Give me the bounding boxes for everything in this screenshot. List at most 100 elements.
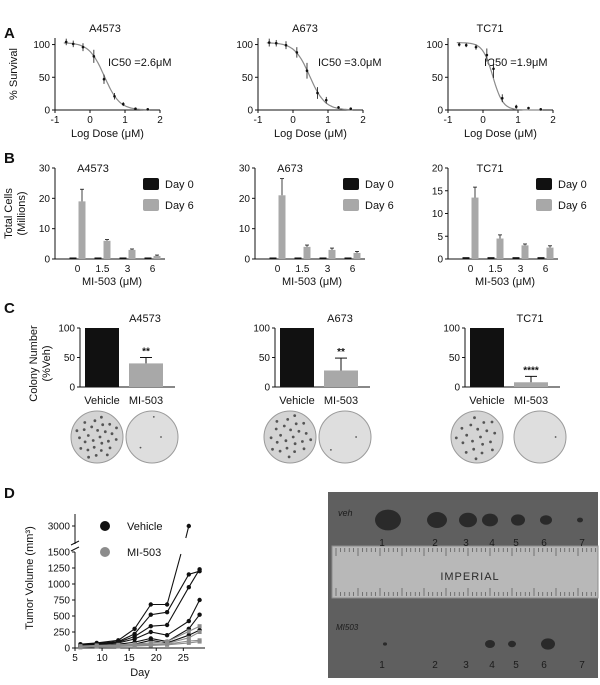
data-point [274, 41, 278, 45]
significance-label: ** [337, 347, 345, 358]
vehicle-point [186, 523, 191, 529]
y-tick-label: 5 [437, 232, 443, 243]
data-point [464, 43, 468, 47]
y-tick-label: 30 [39, 164, 51, 175]
colony-dot [476, 427, 480, 431]
static-text-layer: A B C D [4, 25, 15, 502]
y-tick-label: 0 [264, 383, 270, 394]
colony-dot [160, 436, 162, 438]
tumor-number-mi503: 5 [513, 660, 519, 671]
y-tick-label: 100 [253, 324, 270, 335]
y-tick-label: 100 [58, 324, 75, 335]
mi503-point [186, 629, 191, 634]
y-tick-label: 750 [53, 596, 70, 607]
colony-dot [278, 449, 282, 453]
bar-day-0 [537, 257, 545, 259]
colony-dot [293, 450, 296, 453]
tumor-mi503 [541, 638, 555, 650]
bar-day-6 [471, 197, 479, 259]
colony-dot [489, 440, 492, 444]
colony-dot [293, 414, 297, 417]
x-tick-label: 3 [518, 264, 524, 275]
y-tick-label: 0 [437, 255, 443, 266]
colony-dot [465, 433, 469, 437]
colony-dot [275, 440, 279, 444]
mi503-series-line [80, 625, 200, 647]
y-axis-label: % Survival [8, 48, 20, 100]
data-point [92, 55, 96, 58]
tumor-mi503 [383, 642, 387, 646]
mi503-dish-image [318, 410, 372, 464]
x-tick-label: Vehicle [84, 395, 119, 407]
data-point [64, 40, 68, 44]
tumor-number-mi503: 1 [379, 660, 385, 671]
legend-marker-vehicle [100, 521, 110, 531]
colony-dot [271, 447, 274, 451]
colony-dot [286, 418, 290, 421]
legend-label-mi503: MI-503 [127, 547, 161, 559]
bar-day-6 [78, 201, 86, 259]
vehicle-point [186, 572, 191, 577]
data-point [284, 43, 288, 47]
vehicle-series-line [80, 599, 201, 647]
data-point [113, 94, 116, 98]
tumor-mi503 [508, 640, 516, 648]
colony-dot [107, 439, 110, 443]
panel-label-a: A [4, 25, 15, 42]
mi503-point [197, 630, 202, 634]
y-tick-label: 50 [39, 73, 51, 84]
colony-dot [282, 424, 286, 428]
mi503-point [116, 644, 121, 649]
colony-dot [139, 446, 142, 449]
legend-label: Day 6 [165, 200, 194, 212]
y-axis-label-line-1: Total Cells [3, 188, 15, 239]
y-axis-break-mark [70, 540, 80, 552]
legend-swatch-day-0 [536, 178, 552, 190]
panel-b-chart-3: 0 5 10 15 20 TC71 0 1.5 3 6 MI-503 (μM) Day 0 Day 6 [432, 163, 587, 288]
colony-dot [293, 442, 297, 446]
tumor-number-veh: 6 [541, 538, 547, 549]
vehicle-point [164, 633, 170, 638]
colony-dot [103, 430, 107, 434]
colony-dot [480, 451, 484, 455]
panel-d-chart: 0 250 500 750 1000 1250 1500 3000 5 10 15 20 25 Day Tu… [24, 514, 205, 679]
colony-dot [304, 432, 308, 435]
y-tick-label: 20 [239, 194, 251, 205]
bar-day-6 [303, 246, 311, 259]
tumor-veh [577, 517, 583, 523]
mi503-point [186, 635, 191, 640]
colony-dot [275, 420, 279, 423]
colony-dot [86, 434, 90, 437]
colony-dot [279, 433, 282, 437]
chart-title: A4573 [89, 23, 121, 35]
colony-dot [91, 439, 95, 442]
colony-dot [493, 431, 497, 435]
y-tick-label: 500 [53, 612, 70, 623]
tumor-veh [540, 515, 552, 525]
colony-dot [284, 439, 288, 443]
vehicle-point [186, 585, 191, 590]
x-axis-label: Log Dose (μM) [464, 128, 537, 140]
y-tick-label: 250 [53, 628, 70, 639]
colony-dot [90, 425, 94, 429]
chart-title: A673 [327, 313, 353, 325]
y-tick-label: 50 [242, 73, 254, 84]
colony-dot [100, 441, 104, 445]
x-tick-label: 15 [124, 653, 136, 664]
colony-dot [491, 448, 494, 452]
colony-dot [96, 429, 99, 432]
colony-dot [94, 454, 98, 457]
panel-b-chart-2: 0 10 20 30 A673 0 1.5 3 6 MI-503 (μM) Day 0 Day 6 [239, 163, 394, 288]
x-axis-label: Log Dose (μM) [71, 128, 144, 140]
legend-swatch-day-0 [343, 178, 359, 190]
bar-vehicle [470, 328, 504, 387]
chart-title: TC71 [477, 163, 504, 175]
y-tick-label: 100 [426, 40, 443, 51]
x-tick-label: 1.5 [96, 264, 110, 275]
tumor-number-mi503: 2 [432, 660, 438, 671]
legend-label: Day 0 [165, 179, 194, 191]
bar-day-0 [69, 257, 77, 259]
x-tick-label: 20 [151, 653, 163, 664]
y-tick-label: 20 [432, 164, 444, 175]
